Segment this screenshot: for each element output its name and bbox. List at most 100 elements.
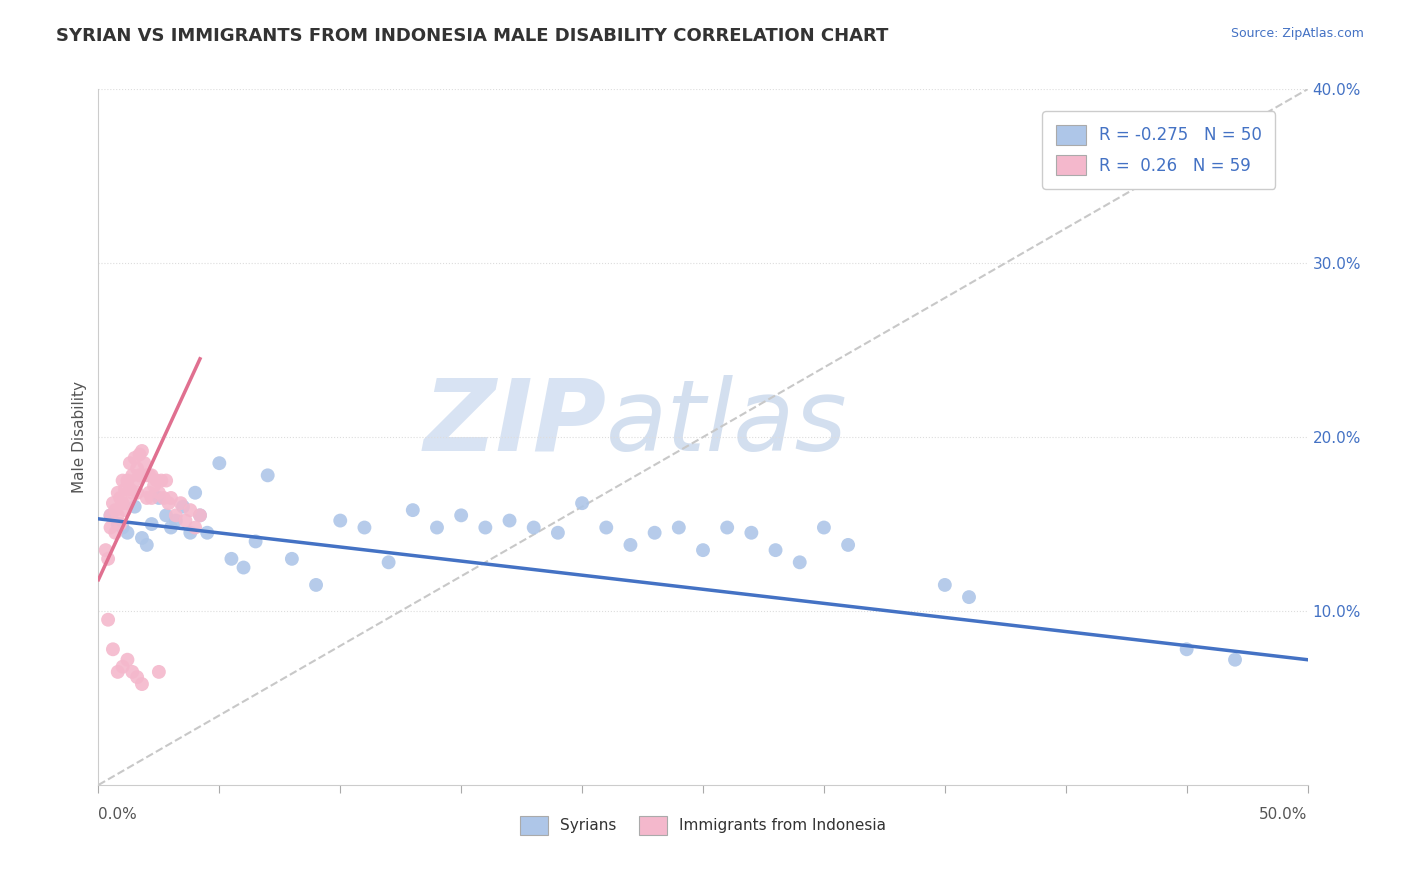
Point [157, 496, 180, 510]
Point [135, 538, 157, 552]
Point [121, 468, 143, 483]
Point [305, 578, 328, 592]
Point [789, 555, 811, 569]
Point [127, 485, 149, 500]
Point [160, 520, 183, 534]
Point [127, 461, 149, 475]
Legend: Syrians, Immigrants from Indonesia: Syrians, Immigrants from Indonesia [508, 804, 898, 847]
Point [107, 508, 129, 523]
Point [716, 520, 738, 534]
Point [353, 520, 375, 534]
Point [498, 514, 520, 528]
Point [155, 508, 177, 523]
Point [692, 543, 714, 558]
Point [114, 482, 136, 496]
Text: ZIP: ZIP [423, 375, 606, 472]
Y-axis label: Male Disability: Male Disability [72, 381, 87, 493]
Point [124, 500, 146, 514]
Point [128, 468, 150, 483]
Point [138, 485, 160, 500]
Point [547, 525, 569, 540]
Point [402, 503, 425, 517]
Point [595, 520, 617, 534]
Point [837, 538, 859, 552]
Point [141, 516, 163, 531]
Point [450, 508, 472, 523]
Point [131, 444, 153, 458]
Point [127, 670, 149, 684]
Point [232, 560, 254, 574]
Point [131, 468, 153, 483]
Point [329, 514, 352, 528]
Point [184, 520, 207, 534]
Point [188, 508, 211, 523]
Point [165, 508, 187, 523]
Point [644, 525, 666, 540]
Point [117, 653, 139, 667]
Point [150, 474, 173, 488]
Point [195, 525, 218, 540]
Point [128, 447, 150, 462]
Point [148, 665, 170, 679]
Point [97, 551, 120, 566]
Point [104, 503, 127, 517]
Text: Source: ZipAtlas.com: Source: ZipAtlas.com [1230, 27, 1364, 40]
Point [765, 543, 787, 558]
Point [104, 525, 127, 540]
Point [101, 496, 124, 510]
Text: SYRIAN VS IMMIGRANTS FROM INDONESIA MALE DISABILITY CORRELATION CHART: SYRIAN VS IMMIGRANTS FROM INDONESIA MALE… [56, 27, 889, 45]
Point [474, 520, 496, 534]
Point [134, 456, 156, 470]
Point [143, 479, 166, 493]
Point [97, 613, 120, 627]
Point [179, 525, 201, 540]
Point [107, 485, 129, 500]
Point [426, 520, 449, 534]
Point [179, 503, 201, 517]
Point [108, 491, 131, 505]
Point [148, 491, 170, 505]
Point [174, 514, 197, 528]
Point [740, 525, 762, 540]
Text: 50.0%: 50.0% [1260, 807, 1308, 822]
Point [172, 500, 194, 514]
Point [124, 450, 146, 465]
Point [1175, 642, 1198, 657]
Text: atlas: atlas [606, 375, 848, 472]
Point [256, 468, 278, 483]
Point [523, 520, 546, 534]
Point [108, 516, 131, 531]
Point [221, 551, 243, 566]
Point [118, 482, 141, 496]
Point [152, 491, 174, 505]
Point [169, 496, 191, 510]
Point [188, 508, 211, 523]
Point [131, 677, 153, 691]
Point [117, 474, 139, 488]
Point [135, 468, 157, 483]
Point [114, 503, 136, 517]
Point [619, 538, 641, 552]
Point [107, 665, 129, 679]
Point [281, 551, 304, 566]
Point [160, 491, 183, 505]
Point [100, 520, 122, 534]
Point [145, 474, 167, 488]
Point [668, 520, 690, 534]
Point [107, 516, 129, 531]
Point [111, 659, 134, 673]
Point [813, 520, 835, 534]
Point [124, 474, 146, 488]
Point [121, 665, 143, 679]
Point [111, 520, 134, 534]
Point [100, 508, 122, 523]
Point [135, 491, 157, 505]
Point [141, 468, 163, 483]
Point [101, 642, 124, 657]
Point [111, 496, 134, 510]
Point [245, 534, 267, 549]
Point [148, 485, 170, 500]
Point [934, 578, 956, 592]
Point [141, 491, 163, 505]
Point [208, 456, 231, 470]
